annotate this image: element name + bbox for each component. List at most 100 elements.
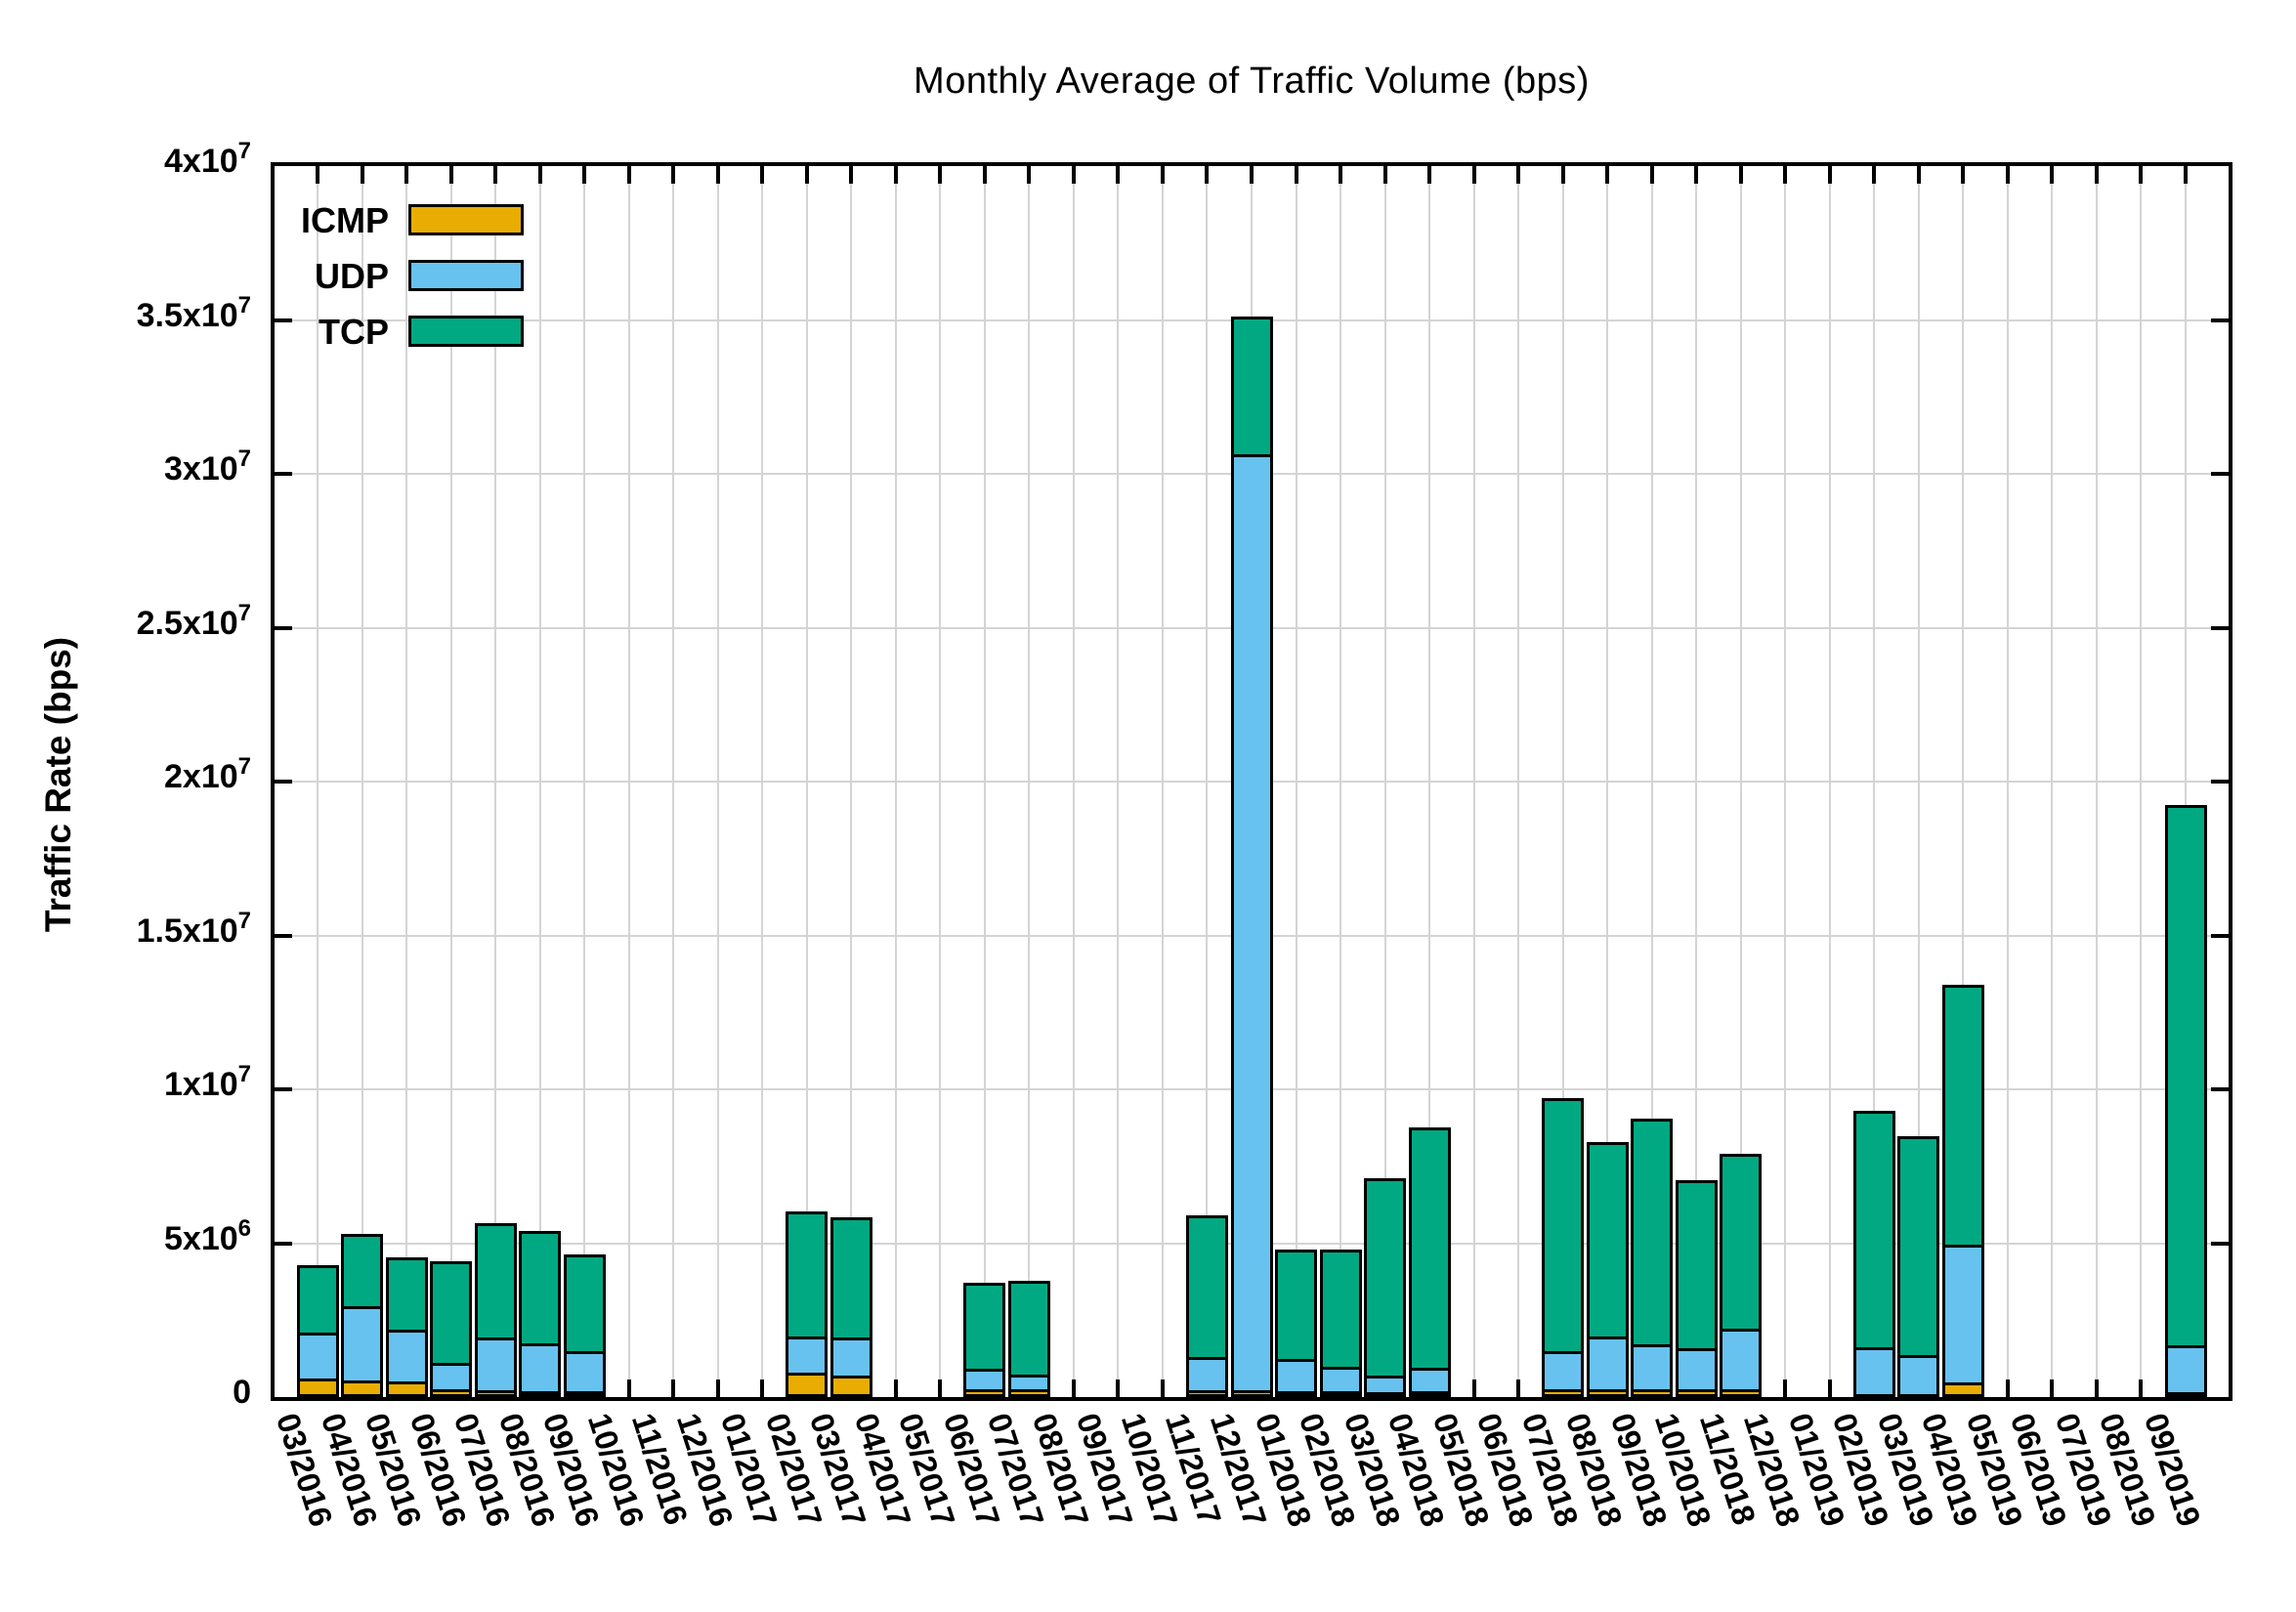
legend-swatch-tcp <box>408 316 524 347</box>
bar-segment-divider <box>385 1329 428 1333</box>
x-tick-bottom <box>1783 1379 1788 1397</box>
bar-segment-divider <box>385 1381 428 1385</box>
bar-outline <box>1586 1141 1629 1397</box>
bar-segment-udp <box>1185 1358 1228 1392</box>
x-gridline <box>317 166 319 1397</box>
bar-segment-tcp <box>1230 317 1273 456</box>
x-tick-bottom <box>1471 1379 1476 1397</box>
x-gridline <box>2095 166 2098 1397</box>
bar-segment-udp <box>1631 1345 1674 1391</box>
x-tick-bottom <box>2005 1379 2010 1397</box>
bar-segment-divider <box>1675 1389 1718 1393</box>
y-tick-label: 1.5x107 <box>136 907 251 950</box>
x-tick-bottom <box>1071 1379 1076 1397</box>
bar-segment-icmp <box>829 1377 872 1397</box>
bar-segment-udp <box>385 1331 428 1383</box>
bar-outline <box>786 1211 829 1397</box>
y-tick-left <box>275 625 292 630</box>
x-gridline <box>1606 166 1609 1397</box>
bar-segment-divider <box>963 1369 1006 1373</box>
x-tick-top <box>1427 166 1432 184</box>
x-gridline <box>2051 166 2054 1397</box>
x-tick-bottom <box>2139 1379 2144 1397</box>
x-gridline <box>361 166 363 1397</box>
x-tick-bottom <box>893 1379 898 1397</box>
bar-segment-udp <box>341 1307 384 1382</box>
x-tick-bottom <box>1827 1379 1832 1397</box>
bar-segment-tcp <box>1364 1178 1407 1378</box>
bar-segment-tcp <box>829 1216 872 1339</box>
y-tick-label: 1x107 <box>164 1061 251 1103</box>
x-tick-top <box>1382 166 1387 184</box>
x-tick-top <box>2184 166 2188 184</box>
x-gridline <box>538 166 541 1397</box>
bar-segment-divider <box>1941 1382 1984 1386</box>
bar-segment-icmp <box>963 1390 1006 1397</box>
bar-segment-udp <box>296 1334 339 1380</box>
bar-segment-tcp <box>519 1230 562 1345</box>
x-gridline <box>672 166 675 1397</box>
bar-segment-udp <box>474 1338 517 1392</box>
bar-segment-divider <box>1852 1346 1895 1350</box>
x-tick-bottom <box>2050 1379 2055 1397</box>
bar-segment-divider <box>341 1379 384 1383</box>
x-tick-top <box>671 166 676 184</box>
bar-segment-divider <box>829 1376 872 1379</box>
bar-segment-udp <box>1675 1349 1718 1391</box>
bar-outline <box>296 1264 339 1397</box>
bar-segment-divider <box>786 1372 829 1376</box>
x-tick-top <box>982 166 987 184</box>
bar-segment-udp <box>1542 1352 1585 1391</box>
x-tick-top <box>1116 166 1121 184</box>
bar-outline <box>1720 1154 1763 1397</box>
bar-segment-udp <box>1941 1246 1984 1384</box>
x-tick-top <box>404 166 409 184</box>
x-tick-top <box>1916 166 1921 184</box>
x-tick-top <box>1071 166 1076 184</box>
bar-segment-divider <box>1007 1374 1050 1378</box>
x-gridline <box>939 166 942 1397</box>
bar-segment-udp <box>1007 1376 1050 1391</box>
x-gridline <box>2006 166 2009 1397</box>
x-tick-top <box>1560 166 1565 184</box>
x-gridline <box>1739 166 1742 1397</box>
x-tick-top <box>1649 166 1654 184</box>
bar-segment-icmp <box>385 1382 428 1397</box>
bar-segment-divider <box>430 1389 473 1393</box>
x-tick-top <box>2005 166 2010 184</box>
bar-segment-divider <box>519 1390 562 1394</box>
bar-segment-tcp <box>786 1211 829 1338</box>
bar-outline <box>563 1254 606 1397</box>
bar-segment-udp <box>1720 1330 1763 1391</box>
bar-segment-tcp <box>1941 984 1984 1247</box>
bar-segment-udp <box>1319 1368 1362 1393</box>
x-tick-top <box>1339 166 1343 184</box>
legend-swatch-icmp <box>408 204 524 235</box>
bar-segment-icmp <box>1675 1390 1718 1397</box>
x-tick-top <box>316 166 319 184</box>
bar-segment-icmp <box>1586 1390 1629 1397</box>
x-gridline <box>1383 166 1386 1397</box>
bar-segment-tcp <box>1897 1136 1940 1357</box>
bar-outline <box>1275 1249 1318 1397</box>
legend-label-udp: UDP <box>314 256 389 296</box>
y-tick-label: 4x107 <box>164 138 251 180</box>
bar-segment-divider <box>1542 1388 1585 1392</box>
x-gridline <box>1917 166 1920 1397</box>
bar-segment-udp <box>786 1337 829 1375</box>
bar-segment-tcp <box>1542 1098 1585 1353</box>
bar-segment-divider <box>341 1306 384 1310</box>
x-tick-top <box>938 166 943 184</box>
bar-segment-divider <box>1408 1390 1451 1394</box>
y-tick-right <box>2211 1241 2229 1246</box>
x-tick-top <box>849 166 854 184</box>
x-gridline <box>850 166 853 1397</box>
x-gridline <box>1117 166 1120 1397</box>
x-tick-top <box>2094 166 2099 184</box>
bar-segment-tcp <box>963 1283 1006 1371</box>
x-tick-bottom <box>760 1379 765 1397</box>
y-tick-label: 5x106 <box>164 1214 251 1257</box>
x-tick-top <box>1694 166 1699 184</box>
bar-segment-udp <box>829 1338 872 1378</box>
x-gridline <box>1072 166 1075 1397</box>
